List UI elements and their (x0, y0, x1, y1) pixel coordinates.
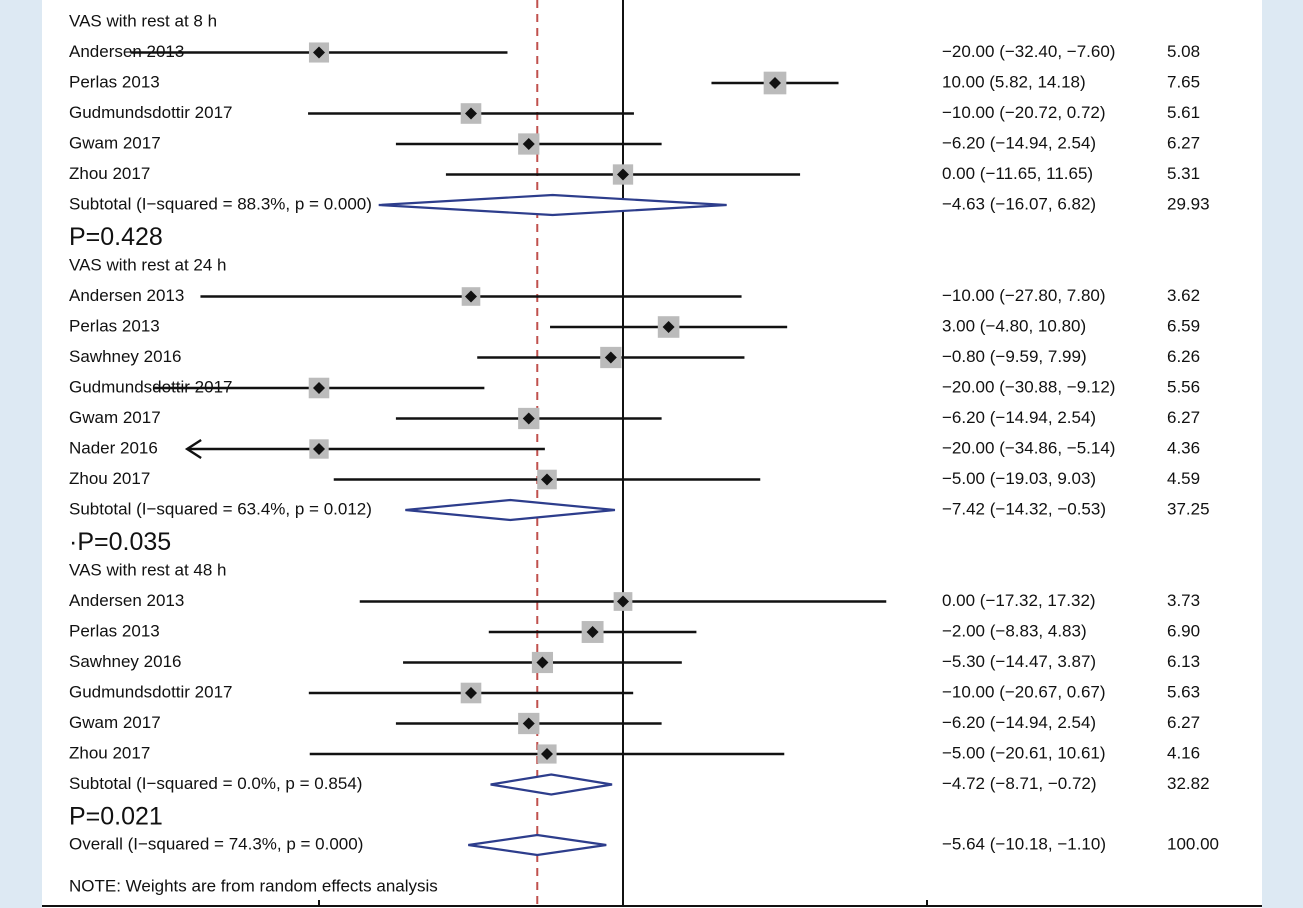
ci-text: −10.00 (−27.80, 7.80) (942, 286, 1106, 305)
point-estimate (541, 748, 553, 760)
subtotal-label: Subtotal (I−squared = 88.3%, p = 0.000) (69, 194, 372, 213)
weight-text: 4.36 (1167, 438, 1200, 457)
ci-text: −6.20 (−14.94, 2.54) (942, 713, 1096, 732)
study-name: Zhou 2017 (69, 164, 150, 183)
study-name: Zhou 2017 (69, 743, 150, 762)
weight-text: 5.31 (1167, 164, 1200, 183)
p-value-label: P=0.428 (69, 223, 163, 251)
weight-text: 4.59 (1167, 469, 1200, 488)
ci-text: −5.64 (−10.18, −1.10) (942, 834, 1106, 853)
weight-text: 5.61 (1167, 103, 1200, 122)
chart-panel (42, 0, 1262, 908)
point-estimate (617, 595, 629, 608)
point-estimate (465, 290, 477, 303)
study-name: Gwam 2017 (69, 408, 161, 427)
weight-text: 6.27 (1167, 133, 1200, 152)
ci-text: −7.42 (−14.32, −0.53) (942, 499, 1106, 518)
weight-text: 5.56 (1167, 377, 1200, 396)
ci-text: −20.00 (−30.88, −9.12) (942, 377, 1115, 396)
overall-label: Overall (I−squared = 74.3%, p = 0.000) (69, 834, 363, 853)
weight-text: 6.27 (1167, 408, 1200, 427)
study-name: Gudmundsdottir 2017 (69, 377, 233, 396)
study-name: Nader 2016 (69, 438, 158, 457)
ci-text: −10.00 (−20.72, 0.72) (942, 103, 1106, 122)
subtotal-diamond (405, 498, 616, 522)
ci-text: −6.20 (−14.94, 2.54) (942, 133, 1096, 152)
ci-text: −6.20 (−14.94, 2.54) (942, 408, 1096, 427)
subtotal-label: Subtotal (I−squared = 63.4%, p = 0.012) (69, 499, 372, 518)
weight-text: 5.08 (1167, 42, 1200, 61)
study-name: Perlas 2013 (69, 621, 160, 640)
study-name: Andersen 2013 (69, 591, 184, 610)
ci-text: −2.00 (−8.83, 4.83) (942, 621, 1087, 640)
weight-text: 5.63 (1167, 682, 1200, 701)
ci-text: −10.00 (−20.67, 0.67) (942, 682, 1106, 701)
weight-text: 6.90 (1167, 621, 1200, 640)
study-name: Gudmundsdottir 2017 (69, 103, 233, 122)
point-estimate (541, 473, 553, 486)
study-name: Perlas 2013 (69, 316, 160, 335)
weight-text: 100.00 (1167, 834, 1219, 853)
point-estimate (465, 107, 477, 120)
ci-text: 3.00 (−4.80, 10.80) (942, 316, 1086, 335)
ci-text: 10.00 (5.82, 14.18) (942, 72, 1086, 91)
point-estimate (465, 687, 477, 699)
ci-text: 0.00 (−17.32, 17.32) (942, 591, 1096, 610)
ci-text: −20.00 (−32.40, −7.60) (942, 42, 1115, 61)
subtotal-diamond (490, 773, 613, 796)
p-value-label: P=0.021 (69, 803, 163, 831)
weight-text: 32.82 (1167, 774, 1210, 793)
ci-text: −5.30 (−14.47, 3.87) (942, 652, 1096, 671)
study-name: Zhou 2017 (69, 469, 150, 488)
weight-text: 7.65 (1167, 72, 1200, 91)
point-estimate (313, 46, 325, 59)
study-name: Andersen 2013 (69, 42, 184, 61)
weight-text: 6.59 (1167, 316, 1200, 335)
point-estimate (536, 656, 549, 669)
point-estimate (604, 351, 617, 364)
point-estimate (522, 138, 535, 150)
group-heading: VAS with rest at 24 h (69, 255, 226, 274)
point-estimate (522, 412, 535, 425)
study-name: Andersen 2013 (69, 286, 184, 305)
point-estimate (662, 321, 675, 333)
weight-text: 3.62 (1167, 286, 1200, 305)
point-estimate (586, 626, 599, 638)
point-estimate (313, 382, 325, 394)
study-name: Gudmundsdottir 2017 (69, 682, 233, 701)
point-estimate (522, 717, 535, 730)
ci-text: −4.63 (−16.07, 6.82) (942, 194, 1096, 213)
ci-text: −5.00 (−20.61, 10.61) (942, 743, 1106, 762)
point-estimate (769, 77, 781, 89)
subtotal-label: Subtotal (I−squared = 0.0%, p = 0.854) (69, 774, 362, 793)
point-estimate (617, 168, 629, 181)
overall-diamond (468, 833, 607, 857)
subtotal-diamond (378, 193, 727, 217)
weight-text: 6.26 (1167, 347, 1200, 366)
study-name: Sawhney 2016 (69, 652, 181, 671)
weight-text: 6.27 (1167, 713, 1200, 732)
study-name: Gwam 2017 (69, 713, 161, 732)
study-name: Perlas 2013 (69, 72, 160, 91)
weight-text: 29.93 (1167, 194, 1210, 213)
ci-text: −4.72 (−8.71, −0.72) (942, 774, 1097, 793)
study-name: Sawhney 2016 (69, 347, 181, 366)
group-heading: VAS with rest at 8 h (69, 11, 217, 30)
ci-text: −20.00 (−34.86, −5.14) (942, 438, 1115, 457)
footnote: NOTE: Weights are from random effects an… (69, 876, 438, 895)
ci-text: 0.00 (−11.65, 11.65) (942, 164, 1093, 183)
point-estimate (313, 443, 325, 455)
weight-text: 4.16 (1167, 743, 1200, 762)
ci-text: −5.00 (−19.03, 9.03) (942, 469, 1096, 488)
study-name: Gwam 2017 (69, 133, 161, 152)
group-heading: VAS with rest at 48 h (69, 560, 226, 579)
weight-text: 6.13 (1167, 652, 1200, 671)
p-value-label: ·P=0.035 (69, 528, 171, 556)
ci-text: −0.80 (−9.59, 7.99) (942, 347, 1087, 366)
ci-arrow-left (184, 438, 202, 460)
weight-text: 3.73 (1167, 591, 1200, 610)
weight-text: 37.25 (1167, 499, 1210, 518)
